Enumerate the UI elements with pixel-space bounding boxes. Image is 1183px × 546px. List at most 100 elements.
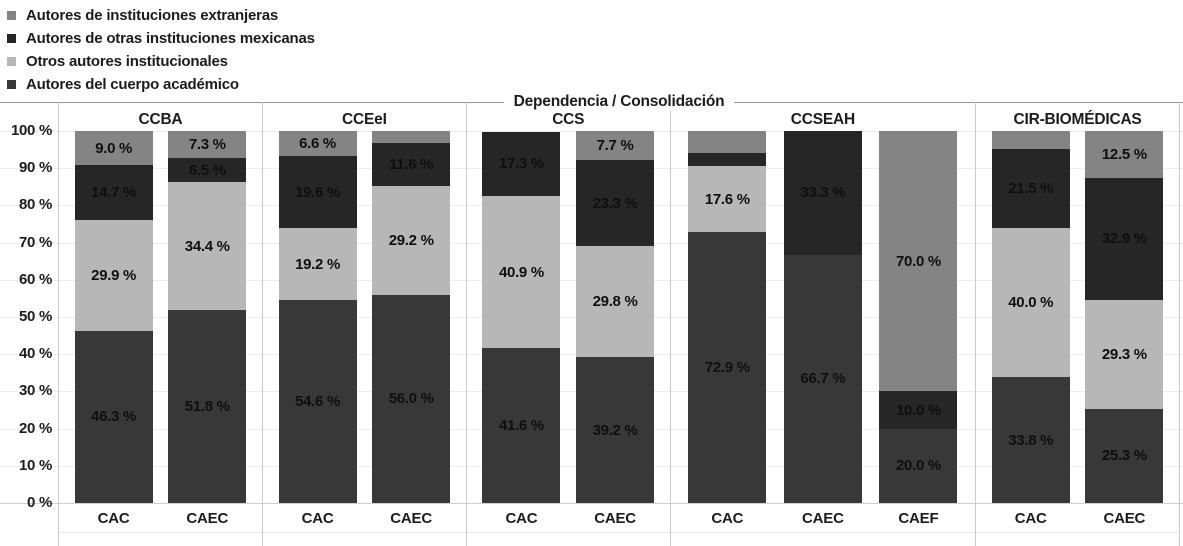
segment-value-label: 72.9 % <box>704 358 750 376</box>
bars-row: 41.6 % 40.9 % 17.3 % 39.2 % 29.8 % 23.3 % 7.7 … <box>467 131 670 503</box>
segment-value-label: 33.8 % <box>1008 431 1054 449</box>
segment-cuerpo: 20.0 % <box>879 428 958 503</box>
segment-value-label: 7.7 % <box>596 136 634 154</box>
x-axis-labels: CAC CAEC <box>59 503 262 533</box>
y-axis: 100 % 90 % 80 % 70 % 60 % 50 % 40 % 30 % 20 % 10 … <box>0 0 52 546</box>
segment-cuerpo: 46.3 % <box>74 330 153 503</box>
segment-value-label: 14.7 % <box>91 183 137 201</box>
legend-item-cuerpo: Autores del cuerpo académico <box>7 75 315 94</box>
segment-cuerpo: 54.6 % <box>278 299 357 503</box>
stacked-bar-cac: 41.6 % 40.9 % 17.3 % <box>482 131 561 503</box>
segment-value-label: 7.3 % <box>188 136 226 154</box>
y-axis-tick-label: 10 % <box>19 456 52 474</box>
segment-otros: 19.2 % <box>278 228 357 300</box>
panel-plot-ccba: 46.3 % 29.9 % 14.7 % 9.0 % 51.8 % 34.4 % 6.5 %… <box>59 131 262 503</box>
legend-label: Otros autores institucionales <box>26 53 228 70</box>
group-header-ccs: CCS <box>552 111 585 128</box>
y-axis-tick-label: 80 % <box>19 196 52 214</box>
group-header-ccseah: CCSEAH <box>790 111 856 128</box>
legend-label: Autores del cuerpo académico <box>26 76 239 93</box>
segment-mexicanas: 23.3 % <box>576 159 655 247</box>
segment-value-label: 6.5 % <box>188 161 226 179</box>
segment-otros: 29.8 % <box>576 246 655 358</box>
stacked-bar-cac: 54.6 % 19.2 % 19.6 % 6.6 % <box>278 131 357 503</box>
segment-otros: 40.9 % <box>482 196 561 349</box>
stacked-bar-caec: 66.7 % 33.3 % <box>783 131 862 503</box>
segment-mexicanas: 19.6 % <box>278 155 357 229</box>
legend-swatch-icon <box>7 57 16 66</box>
segment-value-label: 12.5 % <box>1101 145 1147 163</box>
segment-value-label: 19.2 % <box>295 255 340 273</box>
segment-value-label: 29.8 % <box>592 293 638 311</box>
segment-otros: 29.9 % <box>74 219 153 331</box>
segment-value-label: 11.6 % <box>389 156 434 173</box>
x-axis-label-cac: CAC <box>301 510 334 527</box>
group-panel-ccs: CCS 41.6 % 40.9 % 17.3 % 39.2 % 29.8 % 23.3 % 7… <box>466 102 671 546</box>
y-axis-tick-label: 60 % <box>19 270 52 288</box>
bars-row: 33.8 % 40.0 % 21.5 % 25.3 % 29.3 % 32.9 % 12.5… <box>976 131 1179 503</box>
legend: Autores de instituciones extranjeras Auto… <box>7 6 315 94</box>
segment-mexicanas <box>688 153 767 167</box>
segment-value-label: 54.6 % <box>295 392 340 410</box>
segment-cuerpo: 66.7 % <box>783 254 862 503</box>
segment-value-label: 29.2 % <box>388 231 434 249</box>
segment-cuerpo: 72.9 % <box>688 231 767 503</box>
legend-label: Autores de otras instituciones mexicanas <box>26 30 315 47</box>
segment-cuerpo: 33.8 % <box>991 377 1070 503</box>
segment-cuerpo: 41.6 % <box>482 348 561 503</box>
segment-mexicanas: 6.5 % <box>168 158 247 183</box>
segment-value-label: 10.0 % <box>896 401 941 419</box>
segment-value-label: 21.5 % <box>1008 179 1054 197</box>
y-axis-tick-label: 40 % <box>19 345 52 363</box>
segment-mexicanas: 32.9 % <box>1085 177 1164 300</box>
segment-value-label: 70.0 % <box>896 252 941 270</box>
segment-value-label: 17.6 % <box>704 190 750 208</box>
x-axis-labels: CAC CAEC <box>262 503 466 533</box>
segment-extranjeras: 70.0 % <box>879 131 958 392</box>
segment-cuerpo: 39.2 % <box>576 357 655 503</box>
segment-mexicanas: 21.5 % <box>991 148 1070 229</box>
stacked-bar-cac: 72.9 % 17.6 % <box>688 131 767 503</box>
legend-item-mexicanas: Autores de otras instituciones mexicanas <box>7 29 315 48</box>
x-axis-label-caec: CAEC <box>390 510 432 527</box>
plot-panels: CCBA 46.3 % 29.9 % 14.7 % 9.0 % 51.8 % 34.4 % 6… <box>58 102 1180 546</box>
group-panel-cceei: CCEeI 54.6 % 19.2 % 19.6 % 6.6 % 56.0 % 29.2 %… <box>262 102 467 546</box>
x-axis-label-caec: CAEC <box>594 510 636 527</box>
x-axis-label-caef: CAEF <box>898 510 939 527</box>
x-axis-label-cac: CAC <box>711 510 744 527</box>
bars-row: 54.6 % 19.2 % 19.6 % 6.6 % 56.0 % 29.2 % 11.6 … <box>263 131 466 503</box>
segment-value-label: 40.9 % <box>498 263 544 281</box>
stacked-bar-cac: 33.8 % 40.0 % 21.5 % <box>991 131 1070 503</box>
legend-label: Autores de instituciones extranjeras <box>26 7 279 24</box>
segment-value-label: 29.9 % <box>91 266 137 284</box>
segment-value-label: 40.0 % <box>1008 294 1054 312</box>
gridline-0 <box>0 503 1183 504</box>
y-axis-tick-label: 100 % <box>10 122 52 139</box>
panel-plot-ccs: 41.6 % 40.9 % 17.3 % 39.2 % 29.8 % 23.3 % 7.7 … <box>467 131 670 503</box>
x-axis-labels: CAC CAEC <box>976 503 1179 533</box>
x-axis-label-caec: CAEC <box>802 510 844 527</box>
legend-item-extranjeras: Autores de instituciones extranjeras <box>7 6 315 25</box>
x-axis-label-cac: CAC <box>505 510 538 527</box>
segment-value-label: 19.6 % <box>295 183 340 201</box>
segment-value-label: 32.9 % <box>1101 230 1147 248</box>
segment-cuerpo: 56.0 % <box>372 294 451 503</box>
segment-otros: 34.4 % <box>168 182 247 311</box>
segment-otros: 17.6 % <box>688 166 767 232</box>
segment-extranjeras: 7.3 % <box>168 131 247 159</box>
segment-cuerpo: 51.8 % <box>168 310 247 503</box>
segment-otros: 40.0 % <box>991 228 1070 378</box>
group-panel-ccseah: CCSEAH 72.9 % 17.6 % 66.7 % 33.3 % 20.0 % 10.0… <box>670 102 977 546</box>
segment-value-label: 46.3 % <box>91 408 137 426</box>
segment-extranjeras: 9.0 % <box>74 131 153 165</box>
stacked-bar-cac: 46.3 % 29.9 % 14.7 % 9.0 % <box>74 131 153 503</box>
panel-plot-ccseah: 72.9 % 17.6 % 66.7 % 33.3 % 20.0 % 10.0 % 70.0… <box>671 131 975 503</box>
legend-swatch-icon <box>7 34 16 43</box>
stacked-bar-caef: 20.0 % 10.0 % 70.0 % <box>879 131 958 503</box>
y-axis-tick-label: 0 % <box>27 494 52 511</box>
group-panel-ccba: CCBA 46.3 % 29.9 % 14.7 % 9.0 % 51.8 % 34.4 % 6… <box>59 102 263 546</box>
y-axis-tick-label: 90 % <box>19 159 52 177</box>
segment-value-label: 51.8 % <box>184 398 230 416</box>
segment-value-label: 41.6 % <box>498 417 544 435</box>
segment-value-label: 25.3 % <box>1101 447 1147 465</box>
